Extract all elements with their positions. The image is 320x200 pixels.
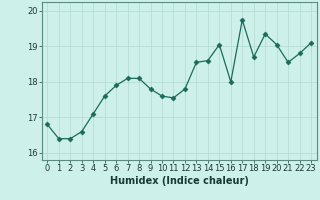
X-axis label: Humidex (Indice chaleur): Humidex (Indice chaleur) xyxy=(110,176,249,186)
